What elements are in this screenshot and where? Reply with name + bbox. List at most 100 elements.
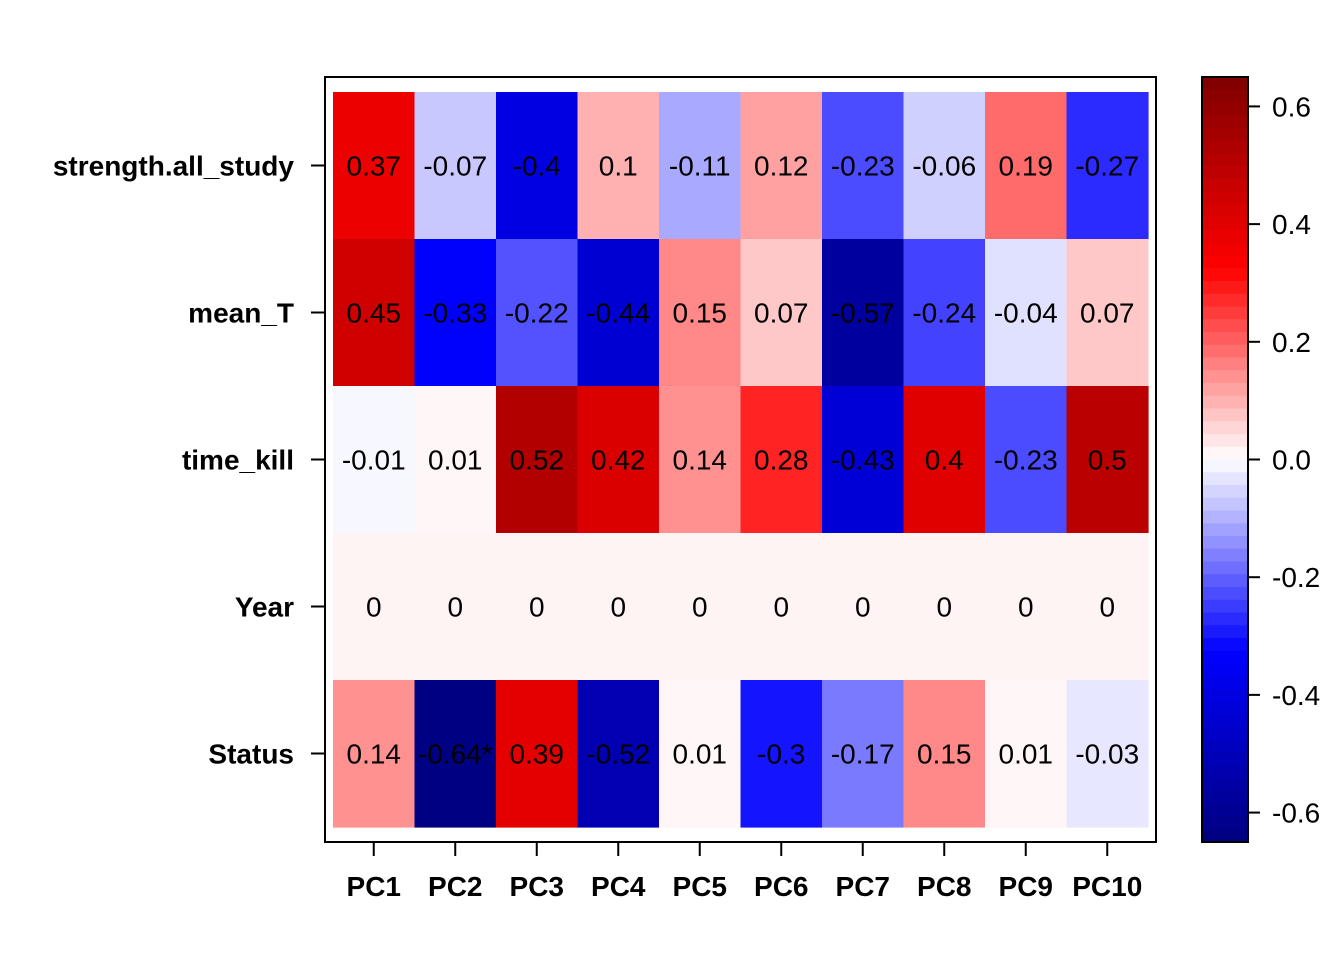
colorbar-segment — [1202, 306, 1248, 321]
cell-value-label: 0.15 — [917, 739, 972, 770]
cell-value-label: -0.57 — [831, 298, 895, 329]
heatmap-cell — [496, 533, 579, 681]
cell-value-label: -0.03 — [1075, 739, 1139, 770]
col-label: PC3 — [510, 871, 564, 902]
cell-value-label: 0 — [1018, 592, 1034, 623]
colorbar-segment — [1202, 204, 1248, 219]
cell-value-label: 0.01 — [673, 739, 728, 770]
heatmap-cell — [740, 239, 823, 387]
cell-value-label: -0.04 — [994, 298, 1058, 329]
colorbar-segment — [1202, 408, 1248, 423]
colorbar-segment — [1202, 485, 1248, 499]
cell-value-label: -0.23 — [994, 445, 1058, 476]
colorbar-segment — [1202, 689, 1248, 703]
heatmap-cell — [903, 386, 986, 534]
colorbar-tick-label: 0.6 — [1272, 91, 1311, 122]
heatmap-cell — [577, 92, 660, 240]
heatmap-cell — [333, 92, 416, 240]
cell-value-label: 0.12 — [754, 151, 809, 182]
cell-value-label: 0.37 — [347, 151, 402, 182]
colorbar-tick-label: -0.6 — [1272, 798, 1320, 829]
colorbar-segment — [1202, 472, 1248, 486]
cell-value-label: -0.3 — [757, 739, 805, 770]
row-axis: strength.all_study mean_T time_kill Year Sta… — [53, 151, 325, 770]
heatmap-cell — [740, 386, 823, 534]
heatmap-cell — [822, 239, 905, 387]
colorbar-segment — [1202, 587, 1248, 601]
heatmap-cell — [414, 239, 497, 387]
colorbar-segment — [1202, 752, 1248, 767]
colorbar-segment — [1202, 816, 1248, 831]
cell-value-label: 0.45 — [347, 298, 402, 329]
colorbar-segment — [1202, 230, 1248, 244]
colorbar-segment — [1202, 612, 1248, 627]
heatmap-cell — [333, 239, 416, 387]
heatmap-cell — [659, 533, 742, 681]
heatmap-cell — [577, 239, 660, 387]
heatmap-cell — [333, 533, 416, 681]
colorbar-segment — [1202, 77, 1248, 91]
colorbar-segment — [1202, 357, 1248, 372]
cell-value-label: -0.33 — [423, 298, 487, 329]
col-label: PC7 — [836, 871, 890, 902]
colorbar-segment — [1202, 217, 1248, 231]
heatmap-cell — [822, 386, 905, 534]
colorbar-segment — [1202, 434, 1248, 448]
heatmap-cell — [985, 680, 1068, 828]
colorbar-segment — [1202, 599, 1248, 614]
colorbar-segment — [1202, 548, 1248, 563]
cell-value-label: -0.64* — [418, 739, 493, 770]
colorbar-segment — [1202, 523, 1248, 537]
col-label: PC8 — [917, 871, 971, 902]
row-label: Year — [235, 592, 294, 623]
cell-value-label: 0.19 — [999, 151, 1054, 182]
colorbar-segment — [1202, 676, 1248, 690]
heatmap-cell — [985, 386, 1068, 534]
heatmap-cell — [740, 533, 823, 681]
colorbar-segment — [1202, 370, 1248, 384]
heatmap-cell-labels: 0.37 -0.07 -0.4 0.1 -0.11 0.12 -0.23 -0.06 0.19-… — [342, 151, 1139, 770]
colorbar-segment — [1202, 701, 1248, 716]
colorbar-segment — [1202, 446, 1248, 461]
colorbar-segment — [1202, 740, 1248, 754]
colorbar-segment — [1202, 281, 1248, 295]
cell-value-label: -0.22 — [505, 298, 569, 329]
cell-value-label: 0 — [936, 592, 952, 623]
cell-value-label: -0.4 — [513, 151, 561, 182]
colorbar-segment — [1202, 128, 1248, 142]
colorbar-segment — [1202, 102, 1248, 117]
colorbar-segment — [1202, 663, 1248, 678]
cell-value-label: -0.01 — [342, 445, 406, 476]
colorbar-segment — [1202, 153, 1248, 168]
cell-value-label: 0.39 — [510, 739, 565, 770]
heatmap-cell — [903, 680, 986, 828]
colorbar-segment — [1202, 140, 1248, 155]
heatmap-cell — [822, 680, 905, 828]
colorbar-segment — [1202, 574, 1248, 588]
cell-value-label: -0.11 — [669, 151, 731, 182]
cell-value-label: -0.23 — [831, 151, 895, 182]
cell-value-label: 0 — [1099, 592, 1115, 623]
colorbar-segment — [1202, 115, 1248, 129]
cell-value-label: 0.14 — [673, 445, 728, 476]
heatmap-cell — [1066, 680, 1149, 828]
heatmap-cell — [1066, 386, 1149, 534]
cell-value-label: 0.4 — [925, 445, 964, 476]
cell-value-label: -0.44 — [586, 298, 650, 329]
cell-value-label: 0 — [773, 592, 789, 623]
col-label: PC1 — [347, 871, 401, 902]
col-label: PC6 — [754, 871, 808, 902]
colorbar-segment — [1202, 191, 1248, 206]
heatmap-cell — [577, 386, 660, 534]
colorbar-segment — [1202, 829, 1248, 843]
colorbar-segment — [1202, 638, 1248, 652]
heatmap-cell — [1066, 533, 1149, 681]
cell-value-label: -0.43 — [831, 445, 895, 476]
cell-value-label: -0.06 — [912, 151, 976, 182]
colorbar-segment — [1202, 727, 1248, 741]
colorbar-segment — [1202, 89, 1248, 104]
col-label: PC4 — [591, 871, 646, 902]
cell-value-label: 0.14 — [347, 739, 402, 770]
